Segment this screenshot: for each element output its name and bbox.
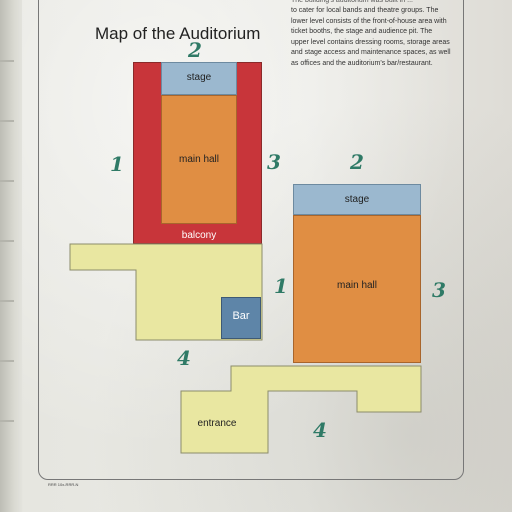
- upper-main-hall-label: main hall: [178, 154, 220, 165]
- upper-side-3: 3: [267, 150, 281, 174]
- upper-stage[interactable]: [161, 62, 237, 95]
- map-description-clipped: The building's auditorium was built in .…: [291, 0, 413, 4]
- lower-main-hall-label: main hall: [336, 280, 378, 291]
- lower-side-1: 1: [274, 274, 288, 298]
- map-description: to cater for local bands and theatre gro…: [291, 7, 451, 67]
- lower-stage[interactable]: [293, 184, 421, 215]
- lower-side-3: 3: [432, 278, 446, 302]
- lower-side-4: 4: [313, 418, 327, 442]
- upper-side-1: 1: [110, 152, 124, 176]
- page-code: RRR 10x-RRR-N: [48, 482, 79, 487]
- bar-area[interactable]: [221, 297, 261, 339]
- lower-stage-label: stage: [344, 194, 370, 205]
- page-binding: [0, 0, 22, 512]
- balcony-label: balcony: [181, 230, 217, 241]
- page-frame: [38, 0, 464, 480]
- upper-main-hall[interactable]: [161, 95, 237, 224]
- upper-stage-label: stage: [186, 72, 212, 83]
- lower-main-hall[interactable]: [293, 215, 421, 363]
- lower-side-2: 2: [350, 150, 364, 174]
- upper-side-2: 2: [188, 38, 202, 62]
- upper-side-4: 4: [177, 346, 191, 370]
- map-title: Map of the Auditorium: [95, 24, 261, 43]
- entrance-label: entrance: [197, 418, 237, 429]
- bar-label: Bar: [232, 310, 250, 322]
